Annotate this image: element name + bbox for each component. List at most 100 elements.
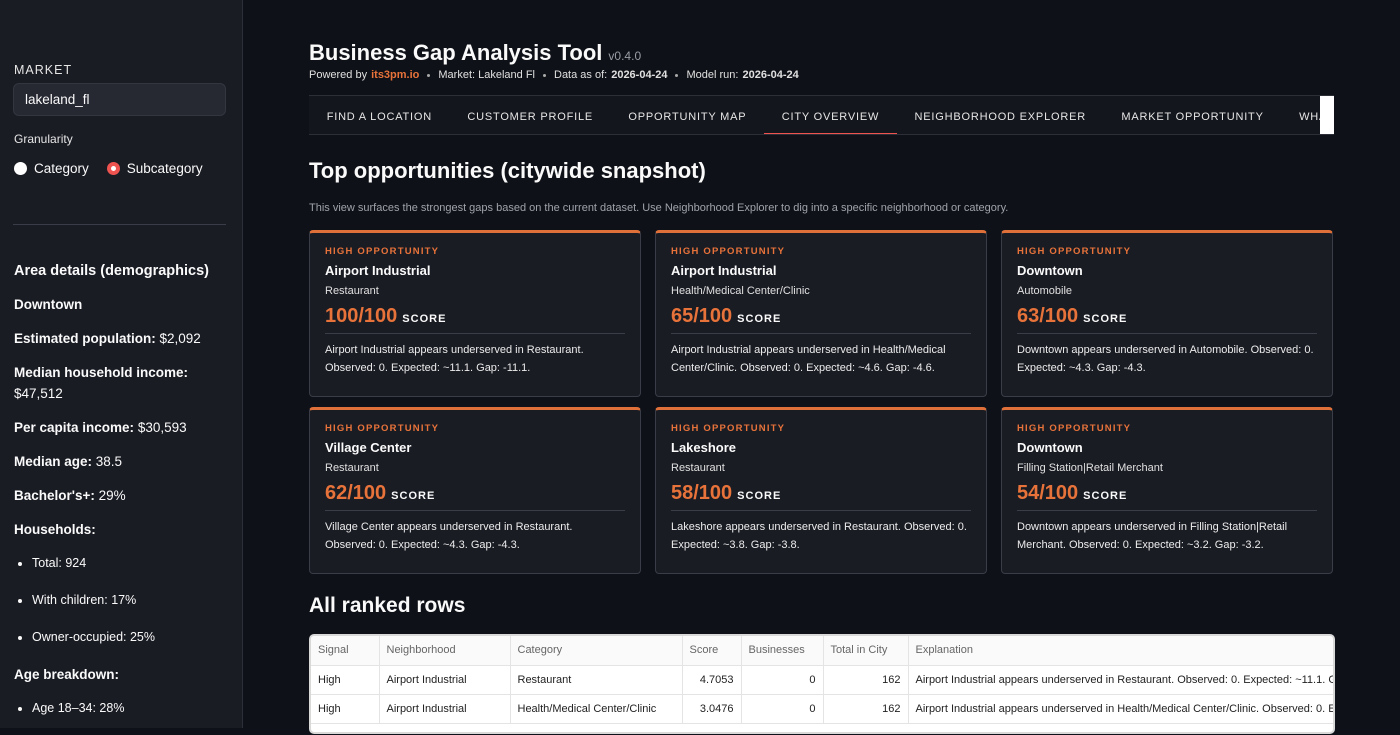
household-item: Total: 924: [32, 553, 229, 574]
market-select[interactable]: lakeland_fl: [13, 83, 226, 116]
data-as-of-label: Data as of:: [554, 69, 608, 81]
table-cell: 3.0476: [682, 694, 742, 724]
score-row: 62/100 SCORE: [325, 482, 625, 511]
neighborhood: Lakeshore: [671, 440, 737, 455]
table-cell: Health/Medical Center/Clinic: [510, 694, 683, 724]
score-label: SCORE: [391, 490, 436, 502]
households-label: Households:: [14, 522, 96, 537]
category: Restaurant: [325, 285, 379, 297]
category: Automobile: [1017, 285, 1073, 297]
radio-dot[interactable]: [14, 162, 27, 175]
detail: Bachelor's+: 29%: [14, 485, 229, 506]
card-text: Lakeshore appears underserved in Restaur…: [671, 521, 967, 551]
detail-value: 38.5: [95, 454, 123, 469]
category: Restaurant: [671, 462, 725, 474]
scroll-arrow[interactable]: [1320, 96, 1334, 134]
table-cell: Airport Industrial: [379, 665, 511, 695]
data-as-of: 2026-04-24: [611, 69, 668, 81]
tab[interactable]: FIND A LOCATION: [326, 111, 432, 123]
score-label: SCORE: [737, 313, 782, 325]
card-text: Airport Industrial appears underserved i…: [325, 344, 584, 374]
table-container: Signal Neighborhood Category Score Businesse…: [309, 634, 1335, 734]
brand-link[interactable]: its3pm.io: [371, 69, 420, 81]
model-run-label: Model run:: [686, 69, 739, 81]
detail-value: 29%: [98, 488, 126, 503]
tab[interactable]: NEIGHBORHOOD EXPLORER: [914, 111, 1086, 123]
detail-label: Bachelor's+:: [14, 488, 95, 503]
cards: HIGH OPPORTUNITY Airport Industrial Restau…: [309, 230, 1334, 574]
score-row: 65/100 SCORE: [671, 305, 971, 334]
score: 65/100: [671, 305, 733, 327]
badge: HIGH OPPORTUNITY: [325, 423, 440, 434]
table-cell: Airport Industrial appears underserved i…: [908, 665, 1333, 695]
tab[interactable]: CUSTOMER PROFILE: [467, 111, 594, 123]
column-header: Businesses: [741, 636, 824, 666]
meta-line: Powered by its3pm.io Market: Lakeland Fl …: [309, 69, 799, 81]
detail-value: $30,593: [137, 420, 187, 435]
score-label: SCORE: [402, 313, 447, 325]
version: v0.4.0: [608, 49, 642, 63]
badge: HIGH OPPORTUNITY: [671, 246, 786, 257]
market: Market: Lakeland Fl: [438, 69, 535, 81]
household-item: Owner-occupied: 25%: [32, 627, 229, 648]
table-cell: Airport Industrial appears underserved i…: [908, 694, 1333, 724]
column-header: Score: [682, 636, 742, 666]
separator: [427, 73, 431, 77]
divider: [13, 224, 226, 225]
column-header: Neighborhood: [379, 636, 511, 666]
detail: Estimated population: $2,092: [14, 328, 229, 349]
age-list: Age 18–34: 28%: [14, 698, 229, 719]
table-cell: 4.7053: [682, 665, 742, 695]
badge: HIGH OPPORTUNITY: [671, 423, 786, 434]
badge: HIGH OPPORTUNITY: [1017, 246, 1132, 257]
score: 54/100: [1017, 482, 1079, 504]
sidebar: MARKET lakeland_fl Granularity Category S…: [0, 0, 243, 728]
detail: Per capita income: $30,593: [14, 417, 229, 438]
table-cell: 162: [823, 694, 909, 724]
card-text: Downtown appears underserved in Automobi…: [1017, 344, 1314, 374]
category: Restaurant: [325, 462, 379, 474]
table-cell: High: [311, 694, 380, 724]
tab[interactable]: CITY OVERVIEW: [764, 96, 897, 134]
detail: Median household income: $47,512: [14, 362, 229, 404]
header-row: Signal Neighborhood Category Score Businesse…: [311, 636, 1333, 666]
tab[interactable]: OPPORTUNITY MAP: [628, 111, 747, 123]
score: 62/100: [325, 482, 387, 504]
radio-option[interactable]: Category: [14, 161, 89, 176]
opportunity-card: HIGH OPPORTUNITY Airport Industrial Health…: [655, 230, 987, 397]
score-row: 100/100 SCORE: [325, 305, 625, 334]
radio-dot[interactable]: [106, 162, 120, 175]
area-details: Area details (demographics) Downtown Estim…: [14, 261, 229, 735]
category: Health/Medical Center/Clinic: [671, 285, 810, 297]
section-description: This view surfaces the strongest gaps ba…: [309, 202, 1009, 214]
table-cell: 0: [741, 694, 824, 724]
model-run: 2026-04-24: [742, 69, 799, 81]
table-cell: Airport Industrial: [379, 694, 511, 724]
radio-label[interactable]: Category: [34, 161, 89, 176]
powered-by: Powered by: [309, 69, 368, 81]
score: 58/100: [671, 482, 733, 504]
tab[interactable]: MARKET OPPORTUNITY: [1121, 111, 1264, 123]
app-title: Business Gap Analysis Tool v0.4.0: [309, 40, 641, 66]
age-item: Age 18–34: 28%: [32, 698, 229, 719]
radio-option[interactable]: Subcategory: [106, 161, 203, 176]
detail-value: $2,092: [159, 331, 201, 346]
neighborhood: Airport Industrial: [671, 263, 777, 278]
opportunity-card: HIGH OPPORTUNITY Village Center Restaurant…: [309, 407, 641, 574]
table-row: High Airport Industrial Restaurant 4.7053 0 1…: [311, 665, 1333, 695]
title-text: Business Gap Analysis Tool: [309, 40, 603, 65]
age-label: Age breakdown:: [14, 667, 120, 682]
opportunity-card: HIGH OPPORTUNITY Downtown Filling Station|…: [1001, 407, 1333, 574]
granularity-radios: Category Subcategory: [14, 161, 203, 176]
table-body: High Airport Industrial Restaurant 4.7053 0 1…: [311, 665, 1333, 724]
radio-label[interactable]: Subcategory: [126, 161, 203, 176]
score-row: 54/100 SCORE: [1017, 482, 1317, 511]
neighborhood: Airport Industrial: [325, 263, 431, 278]
opportunity-card: HIGH OPPORTUNITY Airport Industrial Restau…: [309, 230, 641, 397]
score-label: SCORE: [1083, 490, 1128, 502]
detail-label: Median age:: [14, 454, 93, 469]
household-item: With children: 17%: [32, 590, 229, 611]
neighborhood: Downtown: [1017, 440, 1083, 455]
